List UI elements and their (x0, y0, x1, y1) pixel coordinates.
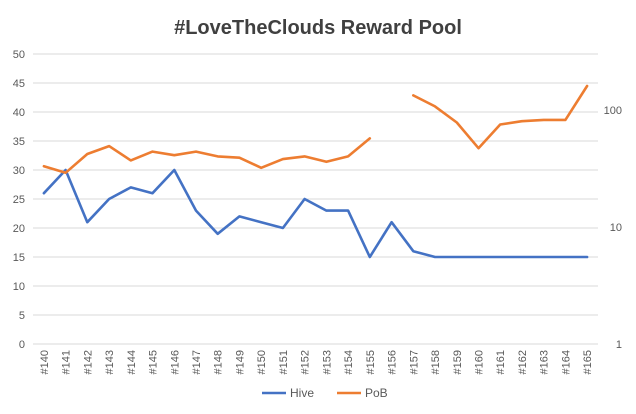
left-axis-ticks: 0 5 10 15 20 25 30 35 40 45 50 (13, 49, 25, 351)
left-tick-label: 50 (13, 49, 25, 61)
right-tick-label: 1 (616, 339, 622, 351)
x-tick-label: #160 (473, 350, 485, 374)
x-tick-label: #159 (452, 350, 464, 374)
right-axis-ticks: 1 10 100 (604, 105, 622, 351)
x-tick-label: #158 (430, 350, 442, 374)
x-tick-label: #157 (408, 350, 420, 374)
legend: Hive PoB (262, 386, 388, 400)
x-tick-label: #164 (560, 350, 572, 374)
x-tick-label: #156 (387, 350, 399, 374)
x-tick-label: #152 (300, 350, 312, 374)
left-tick-label: 0 (19, 339, 25, 351)
left-tick-label: 10 (13, 281, 25, 293)
x-tick-label: #146 (169, 350, 181, 374)
series-lines (42, 84, 589, 259)
x-tick-label: #141 (61, 350, 73, 374)
legend-item-hive: Hive (262, 386, 314, 400)
x-tick-label: #161 (495, 350, 507, 374)
left-tick-label: 30 (13, 165, 25, 177)
x-tick-label: #140 (39, 350, 51, 374)
left-tick-label: 45 (13, 78, 25, 90)
x-tick-label: #155 (365, 350, 377, 374)
x-tick-label: #144 (126, 350, 138, 374)
x-tick-label: #149 (234, 350, 246, 374)
x-tick-label: #143 (104, 350, 116, 374)
legend-label: Hive (290, 386, 314, 400)
x-tick-label: #150 (256, 350, 268, 374)
left-tick-label: 15 (13, 252, 25, 264)
x-tick-label: #165 (582, 350, 594, 374)
left-tick-label: 5 (19, 310, 25, 322)
x-tick-label: #145 (148, 350, 160, 374)
right-tick-label: 10 (610, 222, 622, 234)
chart-title: #LoveTheClouds Reward Pool (174, 17, 462, 39)
left-tick-label: 25 (13, 194, 25, 206)
x-tick-label: #154 (343, 350, 355, 374)
x-tick-label: #148 (213, 350, 225, 374)
legend-item-pob: PoB (337, 386, 388, 400)
gridlines (33, 53, 598, 345)
x-tick-label: #142 (82, 350, 94, 374)
x-tick-label: #162 (517, 350, 529, 374)
right-tick-label: 100 (604, 105, 622, 117)
x-tick-label: #163 (539, 350, 551, 374)
x-tick-label: #153 (321, 350, 333, 374)
x-tick-label: #147 (191, 350, 203, 374)
x-axis-ticks: #140 #141 #142 #143 #144 #145 #146 #147 #148 #149… (39, 350, 594, 374)
left-tick-label: 20 (13, 223, 25, 235)
series-line-hive (42, 168, 589, 259)
left-tick-label: 40 (13, 107, 25, 119)
left-tick-label: 35 (13, 136, 25, 148)
x-tick-label: #151 (278, 350, 290, 374)
series-line-pob (42, 84, 589, 175)
legend-label: PoB (365, 386, 388, 400)
